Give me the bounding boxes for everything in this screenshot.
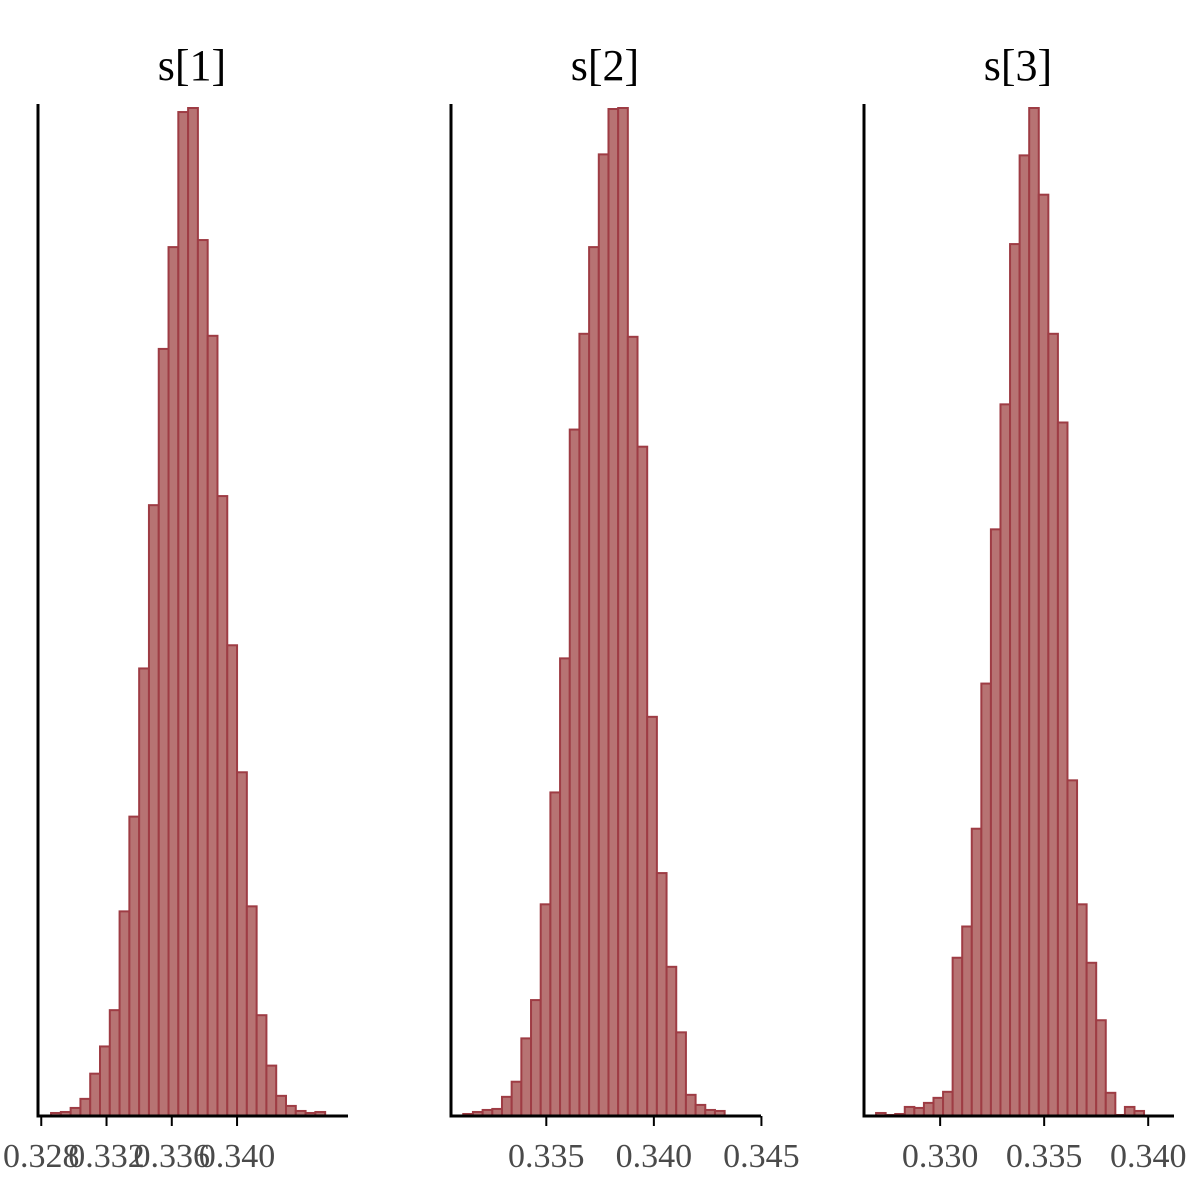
histogram-bar (1095, 1019, 1107, 1117)
histogram-bar (99, 1045, 111, 1117)
histogram-bar (970, 827, 983, 1117)
histogram-bar (1018, 154, 1031, 1118)
histogram-bar (961, 925, 973, 1117)
histogram-bar (79, 1097, 92, 1118)
histogram-bar (510, 1080, 523, 1118)
x-tick-label: 0.332 (68, 1138, 145, 1175)
histogram-bar (999, 403, 1012, 1117)
histogram-bar (118, 910, 131, 1117)
histogram-bar (520, 1037, 533, 1118)
histogram-bar (1028, 107, 1040, 1117)
histogram-bar (942, 1090, 954, 1117)
histogram-bar (559, 657, 571, 1117)
x-tick-label: 0.335 (1006, 1138, 1083, 1175)
histogram-bar (206, 334, 219, 1118)
histogram-bars (462, 107, 726, 1118)
histogram-bar (1056, 421, 1069, 1118)
panel-title: s[1] (158, 41, 226, 90)
x-tick-label: 0.340 (1110, 1138, 1187, 1175)
histogram-bar (549, 791, 562, 1117)
histogram-bar (530, 999, 542, 1118)
panel-s2: s[2] 0.335 0.340 0.345 (449, 41, 800, 1175)
histogram-bar (694, 1103, 707, 1117)
histogram-bar (196, 239, 209, 1118)
histogram-bar (1085, 961, 1098, 1117)
histogram-bar (1104, 1091, 1117, 1118)
histogram-bar (636, 445, 649, 1117)
histogram-bar (989, 528, 1002, 1117)
histogram-bar (922, 1101, 935, 1117)
histogram-bar (607, 108, 620, 1118)
histogram-bar (167, 246, 180, 1117)
x-tick-label: 0.340 (199, 1138, 276, 1175)
histogram-bar (285, 1104, 297, 1118)
panel-title: s[3] (984, 41, 1052, 90)
histogram-bar (1047, 332, 1059, 1117)
x-tick-label: 0.330 (902, 1138, 979, 1175)
histogram-bar (1066, 779, 1079, 1117)
x-tick-label: 0.335 (508, 1138, 585, 1175)
histogram-bar (500, 1095, 513, 1118)
histogram-bar (646, 715, 658, 1117)
histogram-bar (1037, 193, 1050, 1118)
histogram-bar (626, 335, 639, 1118)
histogram-bar (684, 1093, 697, 1118)
histogram-bar (187, 107, 199, 1117)
histogram-bar (265, 1064, 278, 1117)
histogram-bar (588, 246, 600, 1117)
histogram-bar (157, 347, 170, 1117)
x-tick-label: 0.328 (3, 1138, 80, 1175)
histogram-bar (245, 905, 258, 1117)
x-tick-label: 0.345 (723, 1138, 800, 1175)
histogram-bar (578, 332, 591, 1117)
histogram-bar (147, 504, 160, 1118)
histogram-bar (177, 111, 190, 1118)
histogram-bar (951, 956, 964, 1118)
histogram-bar (1076, 903, 1088, 1117)
panel-title: s[2] (571, 41, 639, 90)
histogram-bars (50, 107, 327, 1118)
x-tick-label: 0.336 (134, 1138, 211, 1175)
histogram-bar (932, 1096, 945, 1117)
histogram-bar (108, 1009, 121, 1117)
histogram-bar (665, 965, 678, 1117)
histogram-bar (980, 682, 992, 1117)
histogram-bar (655, 872, 668, 1118)
histogram-bar (226, 644, 239, 1117)
histogram-bar (128, 815, 141, 1118)
histogram-bar (597, 153, 610, 1118)
histogram-bar (255, 1014, 268, 1118)
histogram-bar (539, 903, 552, 1117)
x-tick-label: 0.340 (616, 1138, 693, 1175)
histogram-bars (875, 107, 1146, 1118)
histogram-bar (138, 667, 150, 1117)
histogram-bar (89, 1072, 101, 1117)
histogram-bar (675, 1031, 687, 1118)
histogram-bar (275, 1094, 287, 1117)
histogram-bar (216, 495, 229, 1117)
histogram-bar (568, 428, 581, 1117)
histogram-bar (236, 771, 248, 1117)
panel-s3: s[3] 0.330 0.335 0.340 (862, 41, 1187, 1175)
histogram-bar (1009, 243, 1021, 1117)
histogram-bar (617, 107, 629, 1117)
